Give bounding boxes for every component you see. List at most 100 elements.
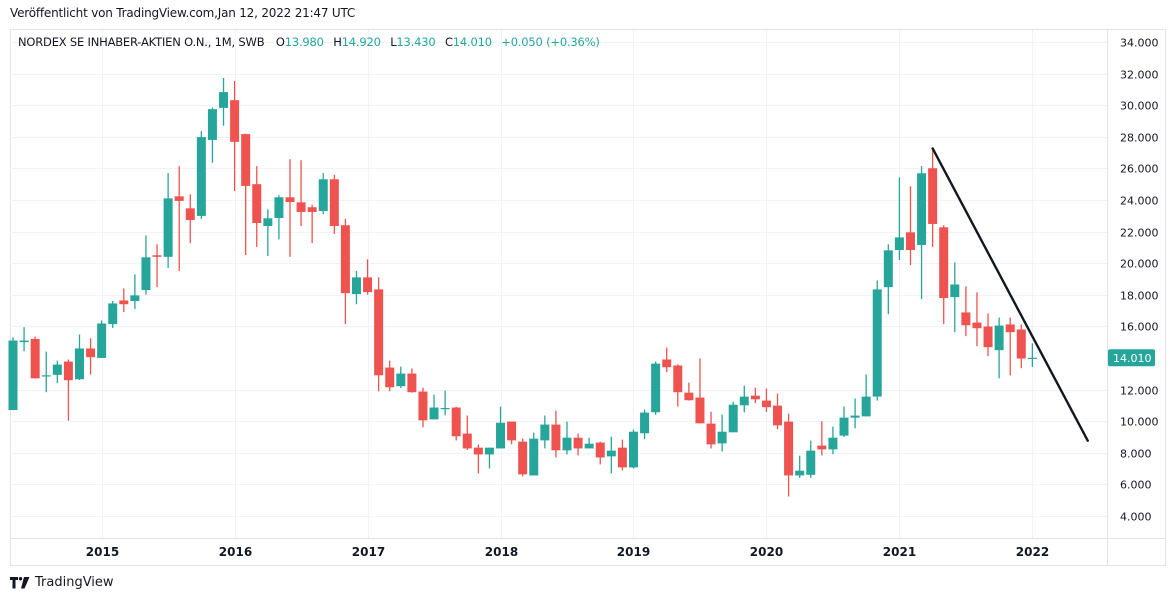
candle-up[interactable]	[628, 429, 638, 469]
candle-down[interactable]	[285, 159, 295, 257]
candle-up[interactable]	[97, 320, 107, 358]
tradingview-logo[interactable]: TradingView	[10, 575, 114, 590]
candle-up[interactable]	[19, 327, 29, 352]
candle-down[interactable]	[374, 277, 384, 392]
candle-up[interactable]	[318, 173, 328, 215]
candle-down[interactable]	[706, 411, 716, 449]
candle-up[interactable]	[429, 394, 439, 420]
candle-down[interactable]	[241, 133, 251, 256]
candle-down[interactable]	[939, 225, 949, 325]
candle-up[interactable]	[219, 78, 229, 126]
time-axis[interactable]: 2015 2016 2017 2018 2019 2020 2021 2022	[86, 545, 1049, 559]
candle-up[interactable]	[41, 351, 51, 393]
candle-down[interactable]	[385, 360, 395, 392]
candle-up[interactable]	[8, 337, 18, 411]
candle-up[interactable]	[141, 235, 151, 295]
candle-down[interactable]	[695, 358, 705, 424]
candle-down[interactable]	[407, 368, 417, 393]
candle-down[interactable]	[119, 288, 129, 313]
candle-down[interactable]	[507, 421, 517, 445]
candle-down[interactable]	[905, 186, 915, 266]
candle-up[interactable]	[894, 177, 904, 260]
candle-down[interactable]	[340, 218, 350, 325]
candle-down[interactable]	[773, 393, 783, 430]
candle-down[interactable]	[595, 441, 605, 465]
candle-up[interactable]	[950, 262, 960, 333]
candle-down[interactable]	[230, 81, 240, 191]
candle-down[interactable]	[1016, 324, 1026, 369]
candle-down[interactable]	[451, 406, 461, 441]
candle-up[interactable]	[728, 401, 738, 433]
candle-down[interactable]	[750, 387, 760, 404]
candle-up[interactable]	[562, 421, 572, 455]
candle-up[interactable]	[806, 440, 816, 478]
candle-up[interactable]	[1027, 343, 1037, 367]
candle-down[interactable]	[673, 364, 683, 407]
candle-down[interactable]	[363, 259, 373, 295]
candle-down[interactable]	[972, 292, 982, 347]
candle-up[interactable]	[651, 361, 661, 415]
candle-up[interactable]	[496, 406, 506, 449]
candle-down[interactable]	[329, 174, 339, 234]
price-axis[interactable]: 34.000 32.000 30.000 28.000 26.000 24.000 22.0…	[1120, 37, 1159, 524]
candle-up[interactable]	[529, 432, 539, 476]
candle-up[interactable]	[795, 455, 805, 478]
candle-up[interactable]	[584, 437, 594, 449]
candle-down[interactable]	[662, 347, 672, 373]
candle-down[interactable]	[86, 338, 96, 375]
candle-up[interactable]	[883, 244, 893, 315]
candle-down[interactable]	[983, 313, 993, 357]
candle-up[interactable]	[108, 301, 118, 328]
candle-down[interactable]	[174, 166, 184, 272]
candle-down[interactable]	[928, 148, 938, 248]
candle-up[interactable]	[263, 209, 273, 257]
candle-down[interactable]	[30, 336, 40, 379]
candle-body	[340, 225, 350, 294]
candle-up[interactable]	[52, 360, 62, 384]
candle-up[interactable]	[839, 406, 849, 437]
candle-down[interactable]	[296, 160, 306, 227]
candle-down[interactable]	[152, 244, 162, 288]
candle-down[interactable]	[761, 388, 771, 412]
candle-down[interactable]	[817, 421, 827, 456]
candle-up[interactable]	[207, 107, 217, 163]
candle-down[interactable]	[961, 286, 971, 337]
candle-up[interactable]	[994, 317, 1004, 379]
candle-up[interactable]	[396, 366, 406, 388]
candle-up[interactable]	[717, 414, 727, 452]
candle-down[interactable]	[1005, 317, 1015, 376]
candle-down[interactable]	[573, 433, 583, 456]
candle-down[interactable]	[518, 438, 528, 477]
candle-up[interactable]	[163, 173, 173, 268]
candle-up[interactable]	[850, 398, 860, 429]
candle-down[interactable]	[617, 439, 627, 471]
candle-down[interactable]	[252, 166, 262, 248]
candle-up[interactable]	[540, 415, 550, 449]
candle-down[interactable]	[684, 382, 694, 401]
candle-down[interactable]	[551, 410, 561, 458]
candle-up[interactable]	[130, 274, 140, 309]
candle-up[interactable]	[274, 195, 284, 240]
candle-up[interactable]	[74, 334, 84, 381]
candle-up[interactable]	[828, 426, 838, 455]
candle-up[interactable]	[640, 409, 650, 440]
candle-up[interactable]	[861, 374, 871, 417]
candle-up[interactable]	[739, 385, 749, 413]
candle-up[interactable]	[440, 390, 450, 416]
candle-up[interactable]	[484, 447, 494, 469]
candle-down[interactable]	[63, 359, 73, 421]
candle-up[interactable]	[872, 280, 882, 401]
candle-down[interactable]	[784, 413, 794, 497]
candle-down[interactable]	[185, 194, 195, 244]
candle-down[interactable]	[418, 387, 428, 428]
candle-down[interactable]	[307, 204, 317, 244]
candle-up[interactable]	[606, 436, 616, 474]
candle-down[interactable]	[473, 444, 483, 474]
candle-up[interactable]	[196, 131, 206, 219]
symbol-name[interactable]: NORDEX SE INHABER-AKTIEN O.N., 1M, SWB	[18, 35, 265, 49]
trend-line[interactable]	[931, 147, 1089, 442]
candle-down[interactable]	[462, 415, 472, 451]
candle-up[interactable]	[351, 271, 361, 305]
candle-up[interactable]	[917, 166, 927, 300]
